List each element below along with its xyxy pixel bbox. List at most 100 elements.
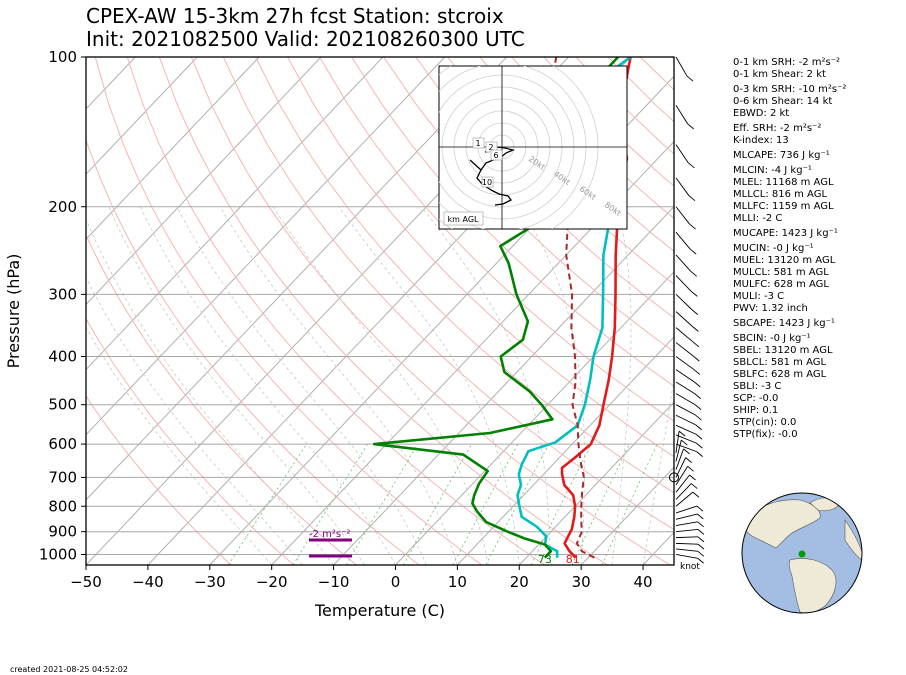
wind-barb-flag [696,505,704,512]
mixing-ratio-line [530,443,592,565]
index-line: MUEL: 13120 m AGL [733,255,836,266]
dry-adiabat [383,57,674,353]
wind-barb [675,443,697,453]
dry-adiabat [86,138,420,565]
wind-barb-flag [685,457,692,463]
wind-barb-flag [687,123,694,130]
index-line: 0-6 km Shear: 14 kt [733,96,833,107]
index-line: 0-1 km SRH: -2 m²s⁻² [733,57,840,68]
hodograph-height-label: 10 [482,178,492,187]
x-tick-label: −10 [318,573,350,591]
mixing-ratio-line [601,443,658,565]
hodograph-height-box [472,137,485,149]
wind-barb-flag [689,223,696,230]
dry-adiabat [86,233,357,565]
y-axis-label: Pressure (hPa) [4,254,23,369]
wind-barb-flag [687,465,694,472]
index-line: K-index: 13 [733,135,789,146]
wind-barb [675,356,695,370]
y-tick-label: 300 [48,285,77,303]
index-line: MLCIN: -4 J kg⁻¹ [733,165,812,176]
index-line: MUCAPE: 1423 J kg⁻¹ [733,228,838,239]
hodograph-trace-tail [469,159,482,171]
africa-edge [844,519,862,561]
wind-barb-flag [688,195,696,202]
hodograph-height-label: 6 [493,151,498,160]
x-tick-label: 10 [448,573,467,591]
x-tick-label: 0 [391,573,401,591]
y-tick-label: 100 [48,48,77,66]
station-marker [798,550,806,558]
index-line: MLEL: 11168 m AGL [733,177,834,188]
wind-barb-flag [697,550,705,557]
moist-adiabat [86,217,334,565]
wind-barb-flag [695,414,702,421]
wind-barb [675,548,698,552]
series-temperature [560,57,632,559]
moist-adiabat [108,206,365,565]
index-line: MULI: -3 C [733,291,785,302]
index-line: SBCAPE: 1423 J kg⁻¹ [733,318,835,329]
wind-barb-flag [692,341,700,348]
wind-barb [675,466,689,486]
dry-adiabat [447,57,674,285]
srh-bars: -2 m²s⁻² [309,529,352,558]
wind-barb-flag [683,448,690,455]
moist-adiabat [272,206,489,565]
wind-barb [675,474,690,493]
wind-barb [675,424,697,435]
wind-barb-flag [697,536,705,543]
wind-barb [675,342,694,357]
dry-adiabat [351,57,674,387]
wind-barb-flag [693,381,701,388]
isotherm [86,57,260,240]
wind-barbs [669,56,705,565]
index-line: SBLI: -3 C [733,381,782,392]
moist-adiabat [611,206,632,565]
wind-barb [675,275,692,292]
wind-barb [675,206,690,225]
moist-adiabat [519,206,585,565]
index-line: STP(fix): -0.0 [733,429,798,440]
index-line: MLCAPE: 736 J kg⁻¹ [733,150,830,161]
hodograph-height-label: 2 [488,143,493,152]
wind-barb [675,521,698,527]
moist-adiabat [338,206,520,565]
isotherm [86,57,446,436]
wind-barb [675,414,696,426]
wind-barb-flag [693,369,701,375]
index-line: SBLFC: 628 m AGL [733,369,827,380]
dry-adiabat [86,395,232,565]
hodograph-height-box [481,176,494,188]
hodograph-label-box [443,211,484,226]
dry-adiabat [222,57,674,531]
wind-barb [675,254,692,272]
wind-barb [675,369,695,383]
wind-barb-flag [681,439,688,446]
y-tick-label: 200 [48,198,77,216]
wind-barb-flag [694,393,701,399]
index-line: MLLFC: 1159 m AGL [733,201,834,212]
y-tick-label: 900 [48,523,77,541]
wind-barb [675,104,689,125]
x-tick-label: −20 [256,573,288,591]
wind-barb [675,144,689,164]
index-line: EBWD: 2 kt [733,108,790,119]
wind-barb [675,483,692,500]
y-tick-label: 600 [48,435,77,453]
wind-barb [675,434,697,444]
index-line: SBEL: 13120 m AGL [733,345,833,356]
isotherm [86,57,384,371]
wind-barb-flag [697,529,705,535]
wind-barb [675,56,688,77]
surface-label: 81 [566,553,580,566]
wind-barb-flag [689,248,697,255]
index-line: 0-1 km Shear: 2 kt [733,69,826,80]
wind-barb-flag [689,474,696,481]
hodograph-label: km AGL [448,215,480,224]
y-tick-label: 400 [48,348,77,366]
calm-wind-circle [669,472,679,483]
wind-barb-flag [697,557,704,564]
